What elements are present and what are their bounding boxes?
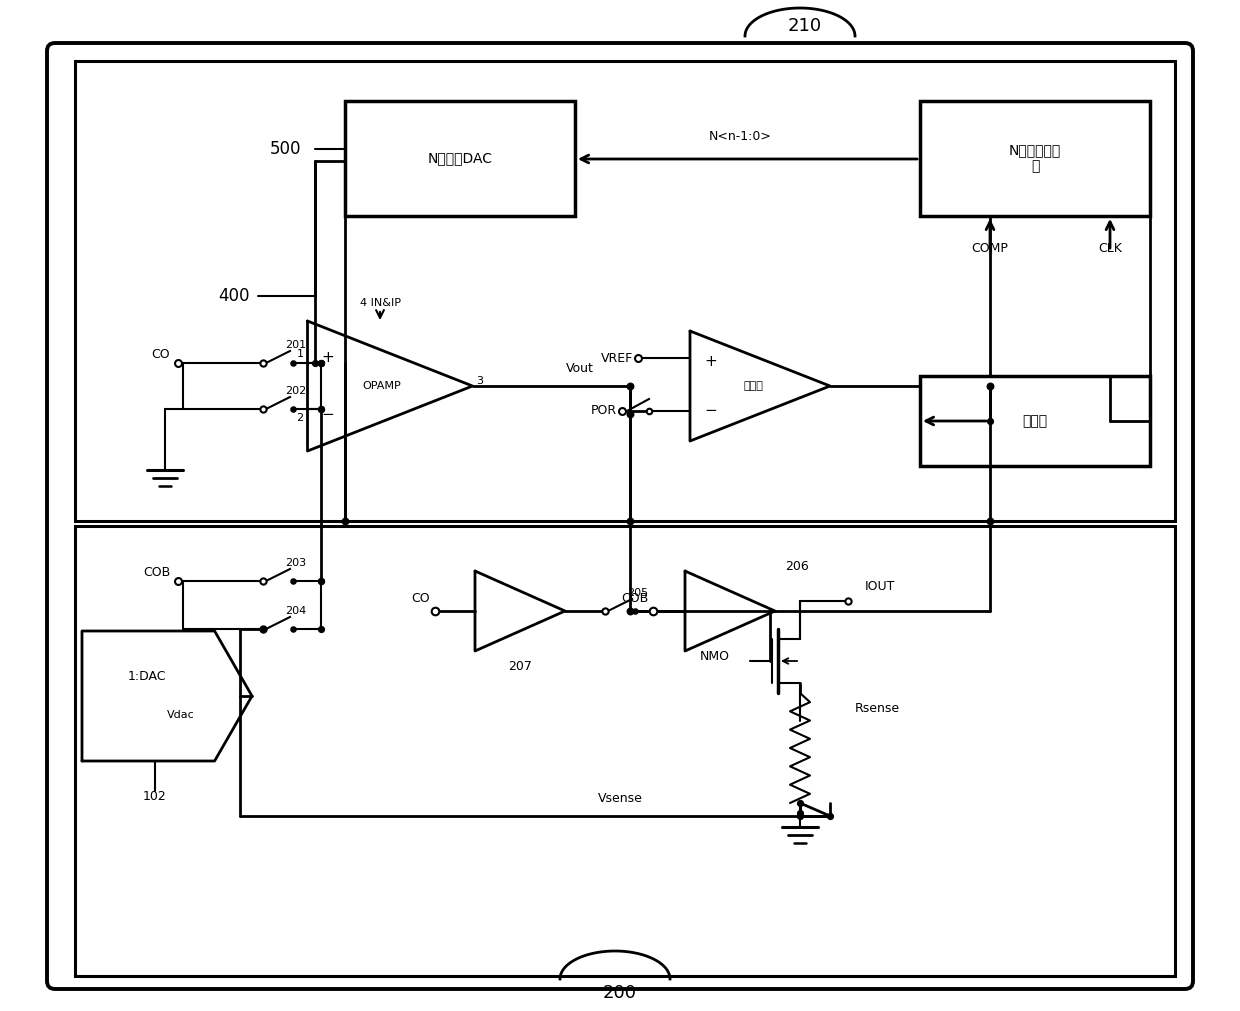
Text: Rsense: Rsense — [856, 702, 900, 715]
Bar — [74, 526, 1176, 976]
Text: 201: 201 — [285, 340, 306, 350]
Text: 4 IN&IP: 4 IN&IP — [360, 298, 401, 308]
Text: 202: 202 — [285, 386, 306, 396]
Text: 204: 204 — [285, 606, 306, 616]
Text: N<n-1:0>: N<n-1:0> — [708, 129, 771, 143]
Text: IOUT: IOUT — [866, 579, 895, 592]
Text: 206: 206 — [785, 559, 808, 572]
Bar — [920, 101, 1149, 216]
Text: VREF: VREF — [600, 352, 632, 365]
Polygon shape — [82, 631, 252, 761]
FancyBboxPatch shape — [47, 43, 1193, 989]
Text: 2: 2 — [296, 413, 304, 423]
Text: +: + — [321, 350, 335, 365]
Text: 203: 203 — [285, 558, 306, 568]
Text: COMP: COMP — [972, 243, 1008, 256]
Text: 210: 210 — [787, 17, 822, 35]
Text: COB: COB — [621, 592, 649, 606]
Polygon shape — [684, 571, 775, 651]
Text: CO: CO — [412, 592, 430, 606]
Text: 207: 207 — [508, 659, 532, 672]
Polygon shape — [475, 571, 565, 651]
Text: 1: 1 — [296, 349, 304, 359]
Text: 1:DAC: 1:DAC — [128, 670, 166, 683]
Text: 比较器: 比较器 — [743, 381, 763, 391]
Text: Vout: Vout — [567, 362, 594, 374]
Bar — [345, 101, 575, 216]
Text: 200: 200 — [603, 984, 637, 1002]
Text: 3: 3 — [476, 376, 484, 386]
Text: 500: 500 — [270, 140, 301, 158]
Text: 振荡器: 振荡器 — [1023, 413, 1048, 428]
Text: N位计数锁存
器: N位计数锁存 器 — [1009, 144, 1061, 174]
Text: NMO: NMO — [701, 649, 730, 662]
Bar — [74, 61, 1176, 521]
Text: Vdac: Vdac — [166, 711, 195, 721]
Text: +: + — [704, 354, 717, 369]
Text: Vsense: Vsense — [598, 792, 642, 805]
Text: POR: POR — [591, 404, 618, 418]
Text: N位校准DAC: N位校准DAC — [428, 152, 492, 166]
Polygon shape — [689, 331, 830, 441]
Bar — [920, 376, 1149, 466]
Text: COB: COB — [143, 566, 170, 579]
Text: −: − — [321, 407, 335, 423]
Text: OPAMP: OPAMP — [362, 381, 401, 391]
Text: CLK: CLK — [1099, 243, 1122, 256]
Polygon shape — [308, 321, 472, 451]
Text: 102: 102 — [143, 790, 167, 803]
Text: −: − — [704, 402, 717, 418]
Text: 400: 400 — [218, 287, 249, 305]
Text: CO: CO — [151, 349, 170, 362]
Text: 205: 205 — [627, 588, 649, 598]
